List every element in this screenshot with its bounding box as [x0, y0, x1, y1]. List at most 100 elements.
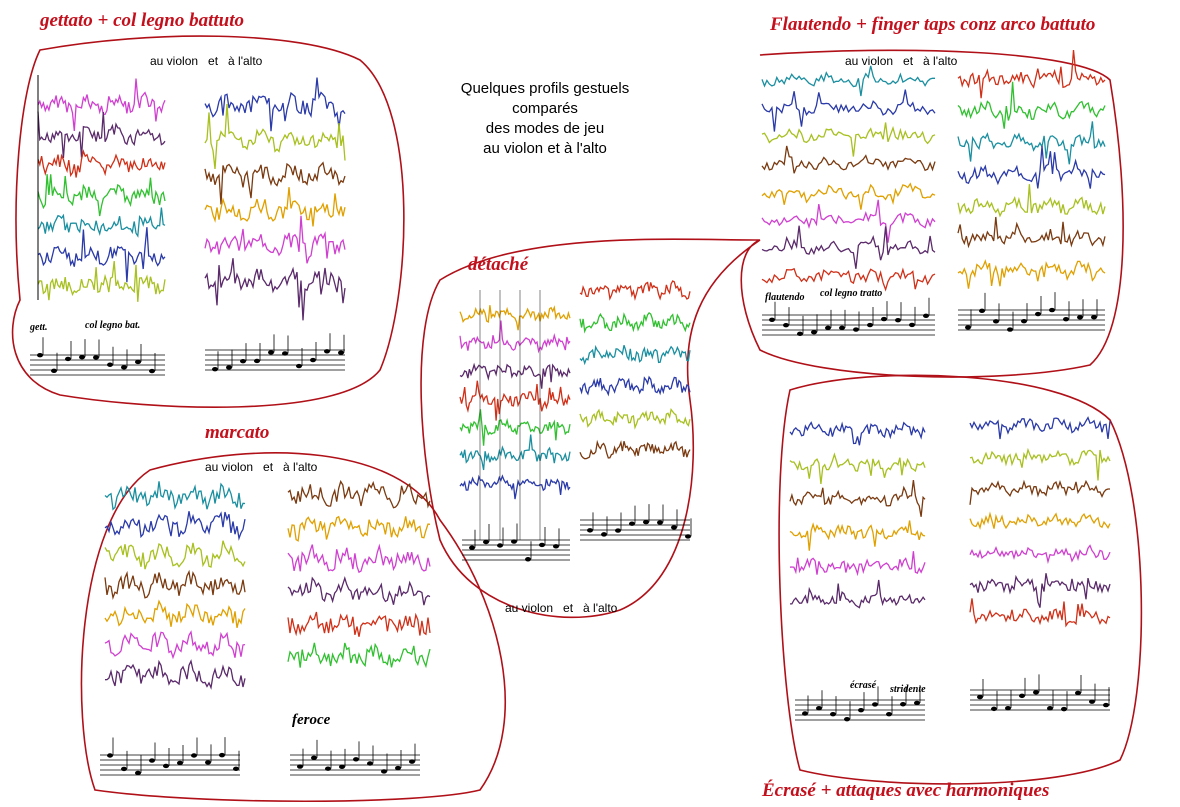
annotation: écrasé [850, 680, 877, 691]
note-head [339, 764, 345, 770]
signal-trace [37, 174, 166, 217]
signal-trace [579, 375, 691, 397]
signal-trace [459, 362, 571, 389]
signal-trace [287, 479, 431, 509]
signal-trace [761, 182, 936, 210]
signal-trace [761, 267, 936, 292]
note-head [830, 711, 836, 717]
loop [420, 49, 1124, 619]
signal-trace [37, 78, 166, 131]
note-head [991, 706, 997, 712]
note-head [1019, 693, 1025, 699]
note-head [993, 319, 999, 324]
signal-trace [459, 434, 571, 471]
note-head [685, 534, 691, 539]
note-head [324, 349, 330, 354]
note-head [769, 317, 775, 323]
note-head [657, 520, 663, 525]
signal-trace [37, 149, 166, 178]
loops [11, 35, 1143, 803]
note-head [212, 366, 218, 372]
signal-trace [790, 579, 926, 609]
annotation: flautendo [765, 292, 804, 303]
heading-line: des modes de jeu [486, 120, 604, 137]
signal-trace [104, 569, 246, 601]
loop [778, 374, 1143, 785]
signal-trace [579, 312, 691, 334]
note-head [268, 350, 274, 355]
note-head [909, 322, 915, 328]
signal-trace [204, 187, 346, 227]
signal-trace [957, 121, 1106, 165]
note-head [511, 539, 517, 544]
note-head [811, 329, 817, 335]
signal-trace [37, 111, 166, 159]
annotation: feroce [292, 712, 331, 728]
signal-trace [969, 416, 1111, 440]
note-head [1089, 699, 1095, 704]
note-head [979, 308, 985, 314]
signal-trace [969, 447, 1111, 481]
loop [11, 35, 405, 408]
heading-line: Quelques profils gestuels [461, 80, 629, 97]
note-head [121, 766, 127, 772]
signal-trace [957, 81, 1106, 129]
note-head [839, 325, 845, 331]
signal-trace [287, 543, 431, 574]
note-head [1005, 705, 1011, 711]
signal-trace [104, 659, 246, 690]
note-head [483, 539, 489, 545]
signal-trace [37, 227, 166, 283]
signal-trace [761, 199, 936, 243]
note-head [163, 763, 169, 769]
note-head [1035, 311, 1041, 317]
note-head [643, 519, 649, 525]
note-head [671, 525, 677, 530]
note-head [93, 355, 99, 360]
note-head [1049, 307, 1055, 313]
note-head [914, 700, 920, 706]
signal-trace [969, 479, 1110, 505]
note-head [783, 322, 789, 328]
annotation: stridente [889, 684, 926, 695]
note-head [1091, 315, 1097, 320]
note-head [240, 358, 246, 364]
signal-trace [104, 481, 246, 511]
note-head [802, 711, 808, 716]
signal-trace [459, 409, 571, 446]
signal-trace [761, 122, 936, 157]
signal-trace [579, 439, 691, 460]
note-head [121, 365, 127, 370]
note-head [297, 764, 303, 769]
note-head [965, 325, 971, 330]
annotation: gett. [29, 322, 48, 333]
signal-trace [579, 344, 691, 366]
signal-trace [204, 77, 346, 132]
signal-trace [579, 407, 691, 430]
signal-trace [957, 216, 1106, 249]
signal-trace [37, 207, 166, 238]
annotation: col legno bat. [85, 320, 140, 331]
signal-trace [957, 50, 1106, 99]
note-head [353, 757, 359, 762]
note-head [497, 543, 503, 548]
note-head [539, 542, 545, 548]
note-head [149, 368, 155, 374]
heading-line: au violon et à l'alto [483, 140, 607, 157]
note-head [282, 351, 288, 356]
signal-trace [37, 261, 166, 302]
note-head [853, 327, 859, 332]
note-head [1047, 706, 1053, 711]
note-head [900, 702, 906, 707]
annotation: col legno tratto [820, 288, 882, 299]
note-head [525, 557, 531, 562]
note-head [296, 363, 302, 369]
signal-trace [104, 599, 246, 628]
note-head [1075, 690, 1081, 696]
note-head [177, 760, 183, 766]
note-head [1033, 690, 1039, 695]
note-head [553, 544, 559, 549]
caption: au violon et à l'alto [505, 601, 618, 615]
